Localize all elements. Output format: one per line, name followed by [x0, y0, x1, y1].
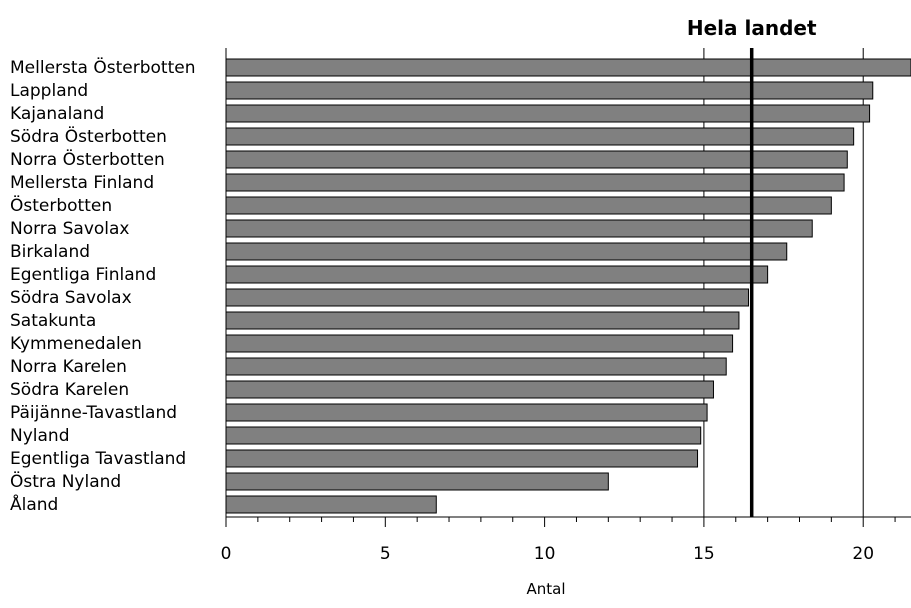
- x-axis-title: Antal: [526, 580, 565, 598]
- bar-1: [225, 81, 874, 100]
- bar-3: [225, 127, 855, 146]
- category-label-7: Norra Savolax: [10, 219, 130, 239]
- category-label-1: Lappland: [10, 81, 88, 101]
- category-label-13: Norra Karelen: [10, 357, 127, 377]
- bar-10: [225, 288, 750, 307]
- category-label-2: Kajanaland: [10, 104, 104, 124]
- category-label-17: Egentliga Tavastland: [10, 449, 186, 469]
- category-label-15: Päijänne-Tavastland: [10, 403, 177, 423]
- bar-19: [225, 495, 437, 514]
- category-label-5: Mellersta Finland: [10, 173, 154, 193]
- category-label-19: Åland: [10, 493, 58, 515]
- bars: [225, 58, 911, 514]
- category-label-6: Österbotten: [10, 194, 112, 216]
- bar-13: [225, 357, 727, 376]
- category-label-4: Norra Österbotten: [10, 148, 165, 170]
- x-axis: 0 5 10 15 20: [221, 48, 911, 564]
- bar-15: [225, 403, 708, 422]
- bar-12: [225, 334, 734, 353]
- category-label-3: Södra Österbotten: [10, 125, 167, 147]
- tick-label-10: 10: [534, 544, 556, 564]
- category-labels: Mellersta ÖsterbottenLapplandKajanalandS…: [10, 56, 195, 515]
- bar-16: [225, 426, 702, 445]
- bar-0: [225, 58, 911, 77]
- category-label-18: Östra Nyland: [10, 470, 121, 492]
- tick-label-20: 20: [852, 544, 874, 564]
- reference-line-label: Hela landet: [687, 16, 817, 40]
- bar-7: [225, 219, 813, 238]
- bar-6: [225, 196, 832, 215]
- category-label-8: Birkaland: [10, 242, 90, 262]
- bar-11: [225, 311, 740, 330]
- category-label-10: Södra Savolax: [10, 288, 132, 308]
- bar-8: [225, 242, 788, 261]
- bar-14: [225, 380, 714, 399]
- bar-4: [225, 150, 848, 169]
- category-label-16: Nyland: [10, 426, 69, 446]
- category-label-0: Mellersta Österbotten: [10, 56, 195, 78]
- bar-2: [225, 104, 871, 123]
- tick-label-0: 0: [221, 544, 232, 564]
- reference-line-group: Hela landet: [687, 16, 817, 517]
- bar-17: [225, 449, 699, 468]
- tick-label-5: 5: [380, 544, 391, 564]
- bar-18: [225, 472, 609, 491]
- category-label-9: Egentliga Finland: [10, 265, 156, 285]
- category-label-11: Satakunta: [10, 311, 96, 331]
- category-label-12: Kymmenedalen: [10, 334, 142, 354]
- bar-9: [225, 265, 769, 284]
- tick-label-15: 15: [693, 544, 715, 564]
- category-label-14: Södra Karelen: [10, 380, 129, 400]
